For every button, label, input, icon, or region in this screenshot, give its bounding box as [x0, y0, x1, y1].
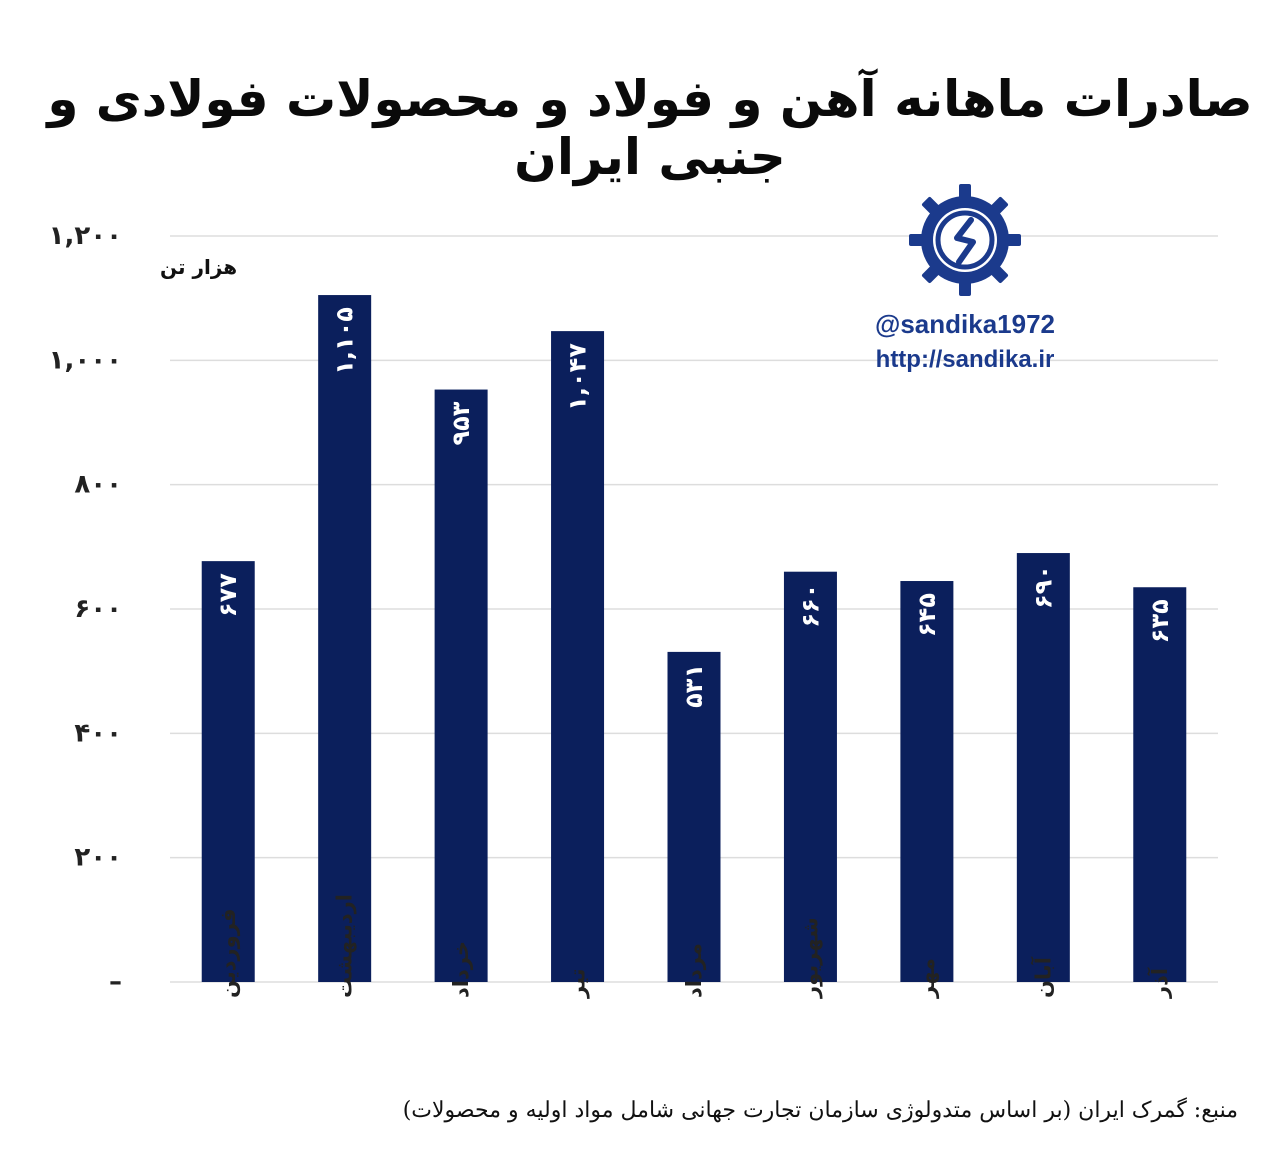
bar-value-label: ۶۹۰: [1029, 565, 1057, 609]
y-axis-ticks: – ۲۰۰ ۴۰۰ ۶۰۰ ۸۰۰ ۱,۰۰۰ ۱,۲۰۰: [49, 221, 122, 997]
x-tick-label: اردیبهشت: [333, 894, 357, 998]
source-note: منبع: گمرک ایران (بر اساس متدولوژی سازما…: [402, 1098, 1238, 1123]
brand-url[interactable]: http://sandika.ir: [875, 346, 1055, 373]
x-axis-labels: فروردین اردیبهشت خرداد تیر مرداد شهریور مهر آبا…: [216, 894, 1172, 999]
x-tick-label: تیر: [566, 968, 590, 999]
y-tick-label: ۶۰۰: [74, 594, 122, 624]
bar: [551, 331, 605, 982]
bar-value-label: ۶۷۷: [214, 573, 242, 617]
x-tick-label: مهر: [915, 958, 939, 999]
bar-value-label: ۶۳۵: [1146, 599, 1174, 643]
y-tick-label: ۸۰۰: [74, 470, 122, 500]
unit-label: هزار تن: [160, 255, 238, 279]
bar-value-label: ۵۳۱: [680, 664, 708, 708]
gear-logo-icon: [909, 184, 1021, 296]
bar: [201, 561, 255, 982]
bars: ۶۷۷ ۱,۱۰۵ ۹۵۳ ۱,۰۴۷ ۵۳۱ ۶۶۰ ۶۴۵ ۶۹۰ ۶۳۵: [201, 295, 1187, 983]
y-tick-label: ۱,۰۰۰: [49, 345, 122, 375]
bar: [1016, 553, 1070, 982]
bar: [434, 389, 488, 983]
bar: [318, 295, 372, 982]
bar-value-label: ۶۴۵: [913, 593, 941, 637]
x-tick-label: خرداد: [449, 941, 473, 998]
bar: [900, 581, 954, 982]
x-tick-label: شهریور: [798, 917, 822, 999]
chart-title: صادرات ماهانه آهن و فولاد و محصولات فولا…: [47, 70, 1253, 186]
x-tick-label: آذر: [1147, 967, 1172, 999]
x-tick-label: فروردین: [216, 908, 240, 998]
bar: [1133, 587, 1187, 982]
brand-block: @sandika1972 http://sandika.ir: [850, 180, 1080, 374]
brand-handle: @sandika1972: [874, 309, 1056, 339]
y-tick-label: –: [109, 967, 122, 997]
x-tick-label: آبان: [1030, 956, 1055, 998]
bar: [667, 651, 721, 982]
bar-value-label: ۹۵۳: [447, 401, 475, 445]
y-tick-label: ۱,۲۰۰: [49, 221, 122, 251]
bar-value-label: ۱,۰۴۷: [564, 343, 592, 411]
x-tick-label: مرداد: [682, 943, 706, 998]
y-tick-label: ۲۰۰: [74, 843, 122, 873]
bar: [783, 571, 837, 982]
bar-value-label: ۱,۱۰۵: [331, 307, 359, 375]
y-tick-label: ۴۰۰: [74, 718, 122, 748]
bar-value-label: ۶۶۰: [796, 584, 824, 628]
